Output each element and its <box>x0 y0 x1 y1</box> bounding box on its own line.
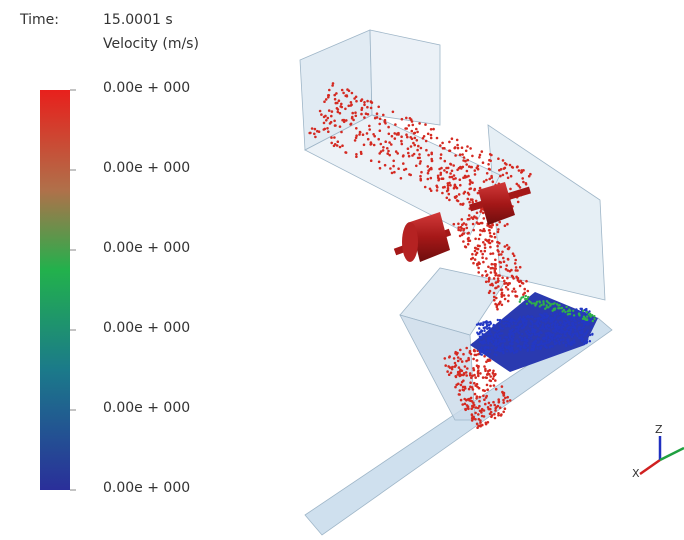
particle-cloud <box>443 342 512 429</box>
z-label: Z <box>655 423 663 436</box>
rollers <box>393 182 532 262</box>
x-label: X <box>632 467 640 480</box>
particle-cloud <box>475 307 594 358</box>
legend-label: 0.00e + 000 <box>103 160 190 176</box>
time-label: Time: <box>19 12 59 28</box>
legend-label: 0.00e + 000 <box>103 320 190 336</box>
legend-title: Velocity (m/s) <box>103 36 199 52</box>
particle-cloud <box>452 207 530 311</box>
particle-cloud <box>308 82 532 227</box>
y-axis <box>659 446 684 462</box>
roller <box>410 212 450 262</box>
legend-label: 0.00e + 000 <box>103 240 190 256</box>
roller <box>478 182 515 225</box>
roller-end <box>402 222 418 262</box>
upper-box-side <box>369 29 441 126</box>
legend-label: 0.00e + 000 <box>103 400 190 416</box>
legend-label: 0.00e + 000 <box>103 480 190 496</box>
chute <box>304 317 613 536</box>
color-bar-ticks <box>70 89 76 491</box>
geometry <box>299 29 613 536</box>
particle-cloud <box>518 294 596 323</box>
particles <box>308 82 598 429</box>
x-axis <box>639 458 661 476</box>
legend-label: 0.00e + 000 <box>103 80 190 96</box>
time-value: 15.0001 s <box>103 12 173 28</box>
color-bar <box>40 90 70 490</box>
axes-triad: Z X <box>632 423 684 480</box>
